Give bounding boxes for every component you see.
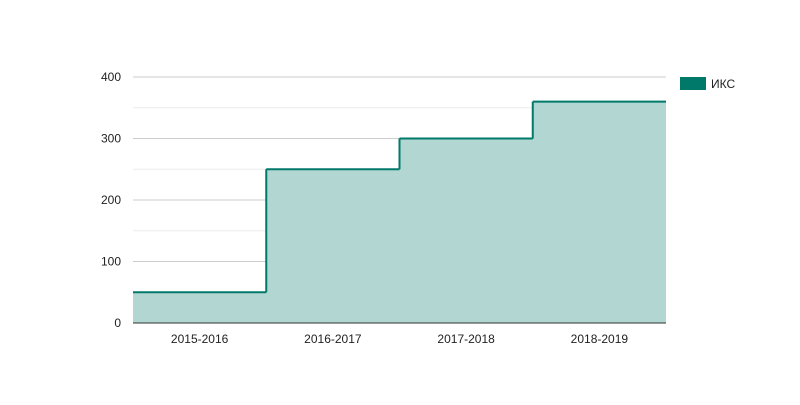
x-axis-tick-labels: 2015-2016 2016-2017 2017-2018 2018-2019 (171, 332, 628, 346)
x-tick-label: 2016-2017 (304, 332, 362, 346)
series-area (133, 100, 666, 323)
x-tick-label: 2017-2018 (437, 332, 495, 346)
legend-label-series[interactable]: ИКС (711, 77, 735, 91)
legend[interactable]: ИКС (680, 77, 735, 91)
y-tick-label: 100 (101, 255, 121, 269)
x-tick-label: 2015-2016 (171, 332, 229, 346)
y-tick-label: 0 (114, 316, 121, 330)
y-tick-label: 200 (101, 193, 121, 207)
y-axis-tick-labels: 0 100 200 300 400 (101, 70, 121, 330)
x-tick-label: 2018-2019 (571, 332, 629, 346)
y-tick-label: 300 (101, 132, 121, 146)
y-tick-label: 400 (101, 70, 121, 84)
series-area-fill (133, 101, 666, 323)
legend-swatch[interactable] (680, 77, 706, 90)
